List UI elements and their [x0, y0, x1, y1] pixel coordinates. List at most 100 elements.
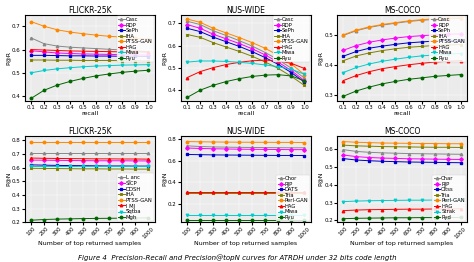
- Miwa: [223, 60, 229, 63]
- IHA: [28, 167, 34, 170]
- Miwa: [198, 59, 203, 63]
- Sqtba: [28, 165, 34, 168]
- Ryu: [210, 219, 216, 222]
- Line: Ryu: Ryu: [30, 69, 150, 100]
- Char: [392, 152, 398, 155]
- HAG: [55, 49, 60, 52]
- Legend: Casc, RDP, SePh, IHA, PTSS-GAN, HAG, Miwa, Ryu: Casc, RDP, SePh, IHA, PTSS-GAN, HAG, Miw…: [117, 16, 154, 62]
- Miwa: [289, 213, 294, 216]
- HAG: [223, 190, 229, 194]
- Casc: [210, 29, 216, 32]
- IHA: [106, 167, 112, 171]
- RDP: [380, 38, 385, 41]
- DATS: [198, 153, 203, 156]
- PTSS-GAN: [119, 36, 125, 39]
- HAG: [354, 74, 359, 77]
- Casc: [380, 24, 385, 27]
- Cltss: [419, 161, 424, 164]
- DATS: [301, 154, 307, 157]
- Tria: [223, 192, 229, 195]
- Line: IHA: IHA: [30, 59, 150, 62]
- Tria: [237, 192, 242, 195]
- HAG: [340, 79, 346, 82]
- Mgh: [67, 217, 73, 220]
- HAG: [366, 208, 372, 211]
- Ryu: [289, 74, 294, 78]
- Line: Ryu: Ryu: [342, 73, 462, 97]
- Miwa: [301, 213, 307, 216]
- PTSS-GAN: [28, 140, 34, 143]
- PTSS-GAN: [406, 19, 411, 23]
- HAG: [210, 190, 216, 194]
- SePh: [184, 27, 190, 30]
- Casc: [198, 23, 203, 26]
- L_anc: [81, 151, 86, 154]
- PTSS-GAN: [81, 140, 86, 143]
- Casc: [81, 46, 86, 50]
- Miwa: [445, 53, 450, 56]
- IHA: [93, 167, 99, 170]
- Char: [458, 153, 464, 156]
- Miwa: [146, 63, 151, 66]
- SICP: [41, 159, 47, 162]
- Perl-GAN: [237, 141, 242, 144]
- Ryu: [432, 75, 438, 78]
- IHA: [237, 50, 242, 53]
- Tria: [380, 145, 385, 148]
- Miwa: [184, 213, 190, 216]
- Casc: [275, 58, 281, 62]
- Strak: [419, 199, 424, 202]
- Miwa: [406, 56, 411, 59]
- Perl-GAN: [223, 140, 229, 144]
- HAG: [392, 208, 398, 211]
- RDP: [237, 42, 242, 45]
- Line: HAG: HAG: [186, 191, 306, 193]
- L_anc: [67, 151, 73, 154]
- Text: Figure 4  Precision-Recall and Precision@topN curves for ATRDH under 32 bits cod: Figure 4 Precision-Recall and Precision@…: [78, 254, 396, 261]
- IHA: [198, 36, 203, 39]
- Line: IHA: IHA: [342, 43, 462, 62]
- Chor: [301, 146, 307, 149]
- Ryu: [445, 74, 450, 77]
- Title: MS-COCO: MS-COCO: [384, 127, 420, 136]
- Ryd: [392, 216, 398, 219]
- SePh: [419, 40, 424, 43]
- Chor: [237, 146, 242, 149]
- I_MJ: [119, 157, 125, 161]
- SICP: [93, 159, 99, 162]
- HAG: [340, 209, 346, 212]
- Casc: [55, 45, 60, 48]
- Miwa: [67, 66, 73, 69]
- Ryu: [380, 82, 385, 85]
- IHA: [119, 59, 125, 62]
- RDP: [198, 27, 203, 30]
- SePh: [432, 40, 438, 43]
- Title: FLICKR-25K: FLICKR-25K: [68, 6, 111, 15]
- HAG: [263, 190, 268, 194]
- SePh: [106, 54, 112, 58]
- Ryd: [340, 217, 346, 220]
- Strak: [340, 200, 346, 203]
- PTSS-GAN: [28, 20, 34, 23]
- Casc: [223, 34, 229, 37]
- HAG: [198, 190, 203, 194]
- RDP: [263, 53, 268, 57]
- HAG: [289, 190, 294, 194]
- Line: RJP: RJP: [186, 147, 306, 151]
- IHA: [366, 51, 372, 54]
- I_MJ: [81, 157, 86, 160]
- Tria: [340, 144, 346, 147]
- Sqtba: [67, 165, 73, 168]
- Tria: [366, 145, 372, 148]
- SePh: [55, 54, 60, 57]
- HAG: [380, 208, 385, 211]
- DDSH: [67, 164, 73, 167]
- HAG: [406, 63, 411, 66]
- Miwa: [93, 64, 99, 68]
- DDSH: [41, 163, 47, 167]
- DDSH: [119, 164, 125, 167]
- Cltss: [432, 161, 438, 164]
- Mgh: [146, 216, 151, 220]
- PTSS-GAN: [41, 25, 47, 28]
- HAG: [263, 58, 268, 62]
